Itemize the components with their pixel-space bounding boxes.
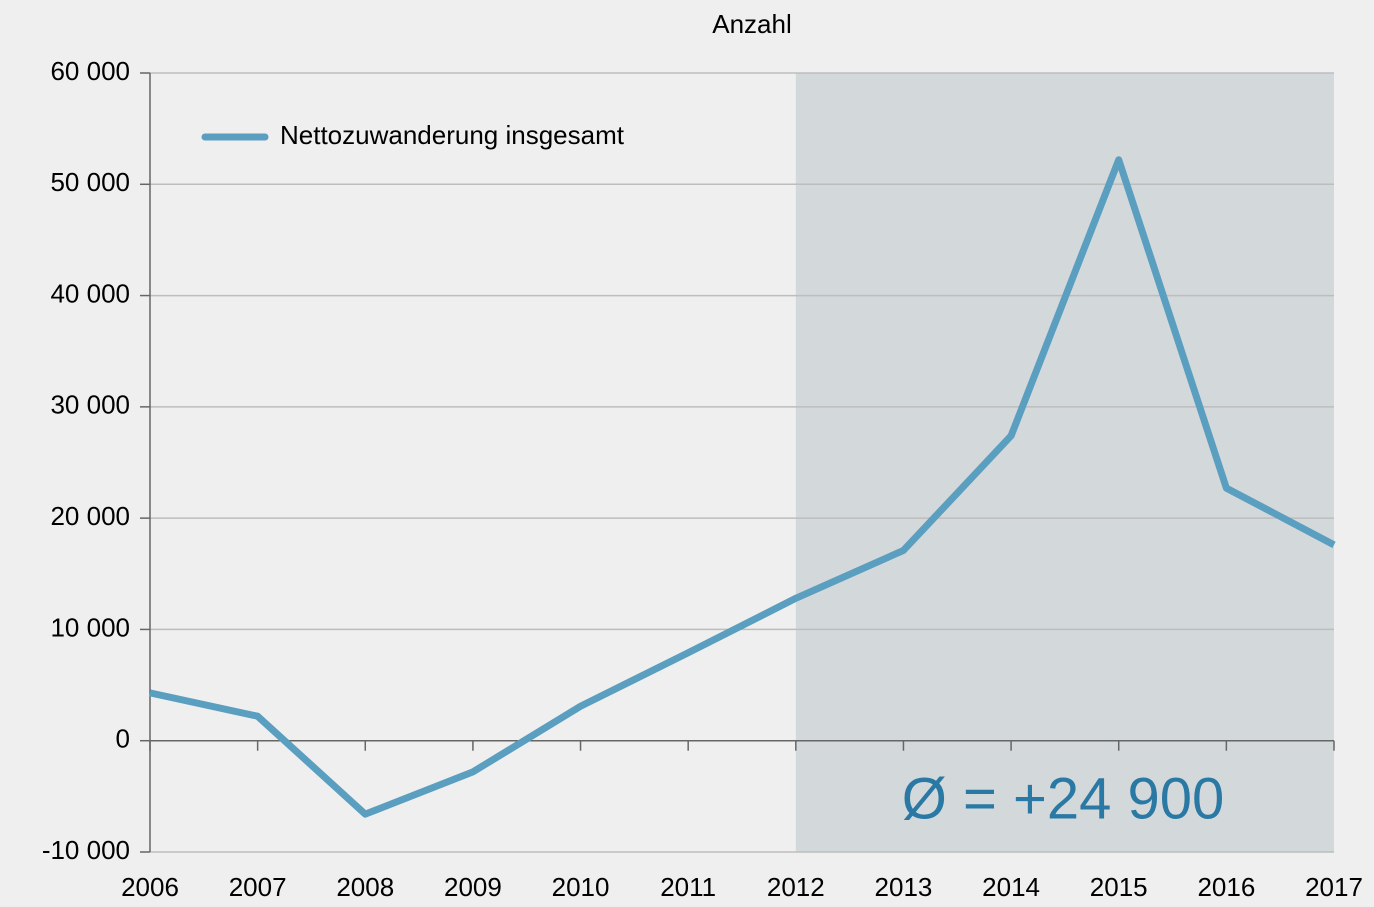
y-tick-label: 0: [116, 724, 130, 754]
chart-title: Anzahl: [712, 9, 792, 39]
legend-label: Nettozuwanderung insgesamt: [280, 120, 625, 150]
x-tick-label: 2011: [660, 872, 716, 902]
x-tick-label: 2013: [875, 872, 933, 902]
y-tick-label: 60 000: [50, 56, 130, 86]
x-tick-label: 2006: [121, 872, 179, 902]
highlight-label: Ø = +24 900: [902, 766, 1224, 831]
x-tick-label: 2012: [767, 872, 825, 902]
y-tick-label: 20 000: [50, 501, 130, 531]
highlight-region: [795, 73, 1334, 852]
x-tick-label: 2014: [982, 872, 1040, 902]
x-tick-label: 2007: [229, 872, 287, 902]
y-tick-label: 40 000: [50, 278, 130, 308]
y-tick-label: 10 000: [50, 612, 130, 642]
x-tick-label: 2009: [444, 872, 502, 902]
x-tick-label: 2015: [1090, 872, 1148, 902]
x-tick-label: 2008: [336, 872, 394, 902]
x-tick-label: 2017: [1305, 872, 1363, 902]
y-tick-label: 30 000: [50, 390, 130, 420]
y-tick-label: -10 000: [42, 835, 130, 865]
line-series: [149, 156, 1336, 818]
x-tick-label: 2010: [552, 872, 610, 902]
x-tick-label: 2016: [1197, 872, 1255, 902]
y-tick-label: 50 000: [50, 167, 130, 197]
